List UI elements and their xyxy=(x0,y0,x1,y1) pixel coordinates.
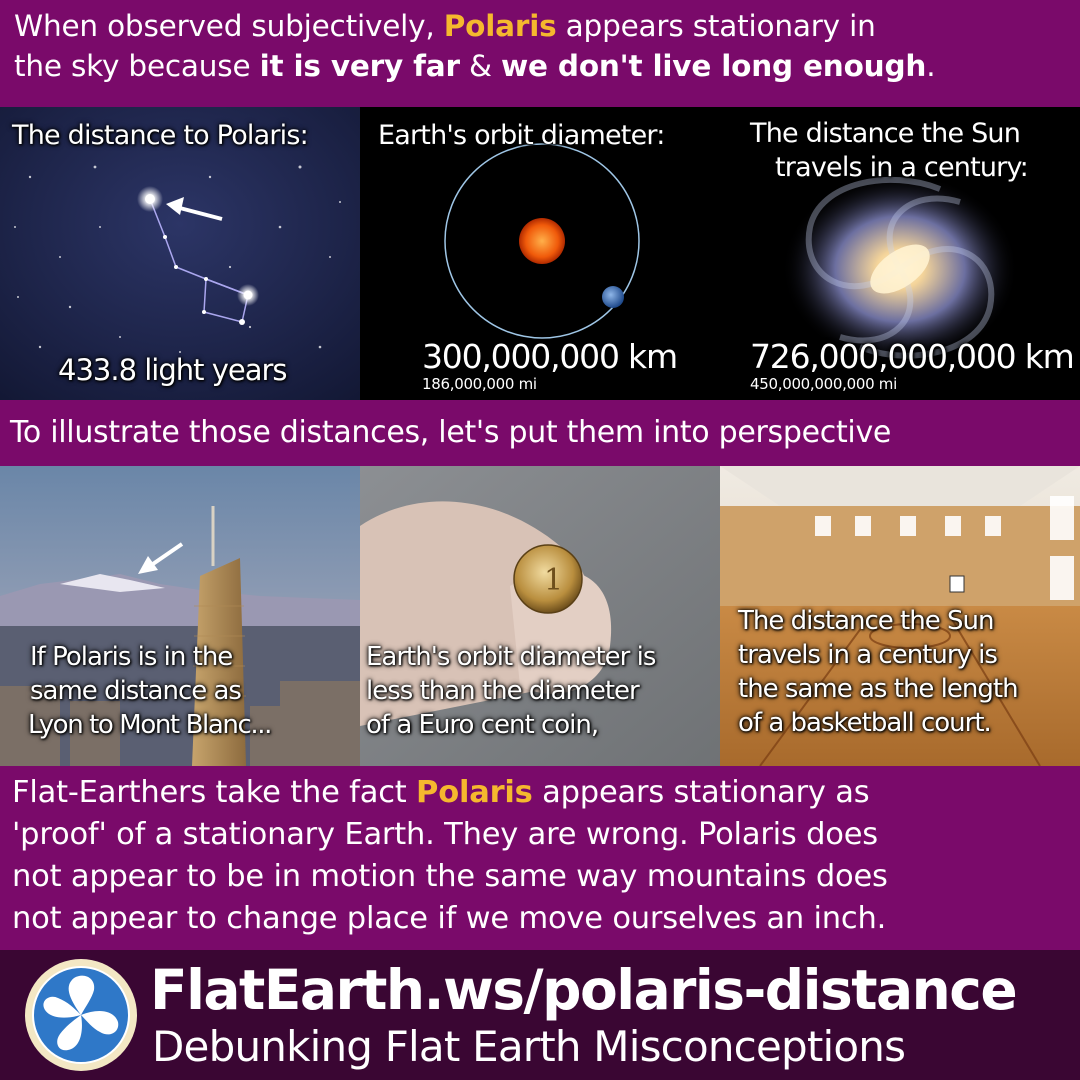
panel-polaris-distance: The distance to Polaris: 433.8 light yea… xyxy=(0,107,360,400)
conclusion-text: Flat-Earthers take the fact Polaris appe… xyxy=(0,766,1080,950)
caption-line-2: same distance as xyxy=(30,676,242,706)
panel-euro-cent: 1 Earth's orbit diameter is less than th… xyxy=(360,466,720,766)
tagline: Debunking Flat Earth Misconceptions xyxy=(152,1022,906,1071)
panel-title-line-1: The distance the Sun xyxy=(750,118,1021,149)
panel-sun-century: The distance the Sun travels in a centur… xyxy=(720,107,1080,400)
caption-line-3: the same as the length xyxy=(738,674,1019,704)
polaris-highlight: Polaris xyxy=(443,9,557,43)
caption-line-2: travels in a century is xyxy=(738,640,998,670)
galaxy-image xyxy=(720,107,1080,400)
orbit-km-value: 300,000,000 km xyxy=(422,337,678,376)
caption-line-1: Earth's orbit diameter is xyxy=(366,642,656,672)
earth-icon xyxy=(602,286,624,308)
polaris-highlight: Polaris xyxy=(416,775,533,810)
caption-line-2: less than the diameter xyxy=(366,676,640,706)
panel-basketball-court: The distance the Sun travels in a centur… xyxy=(720,466,1080,766)
coin-icon xyxy=(513,544,583,614)
panel-title: Earth's orbit diameter: xyxy=(378,120,665,151)
caption-line-3: of a Euro cent coin, xyxy=(366,710,599,740)
intro-line-1: When observed subjectively, Polaris appe… xyxy=(14,9,876,43)
site-url[interactable]: FlatEarth.ws/polaris-distance xyxy=(150,958,1018,1022)
sun-mi-value: 450,000,000,000 mi xyxy=(750,375,897,393)
sun-km-value: 726,000,000,000 km xyxy=(750,337,1075,376)
svg-text:1: 1 xyxy=(544,563,563,598)
panel-title: The distance to Polaris: xyxy=(12,120,309,151)
panel-earth-orbit: Earth's orbit diameter: 300,000,000 km 1… xyxy=(360,107,720,400)
panel-lyon-mont-blanc: If Polaris is in the same distance as Ly… xyxy=(0,466,360,766)
polaris-distance-value: 433.8 light years xyxy=(58,353,288,387)
conclusion-line-4: not appear to change place if we move ou… xyxy=(12,901,887,936)
perspective-heading: To illustrate those distances, let's put… xyxy=(0,400,1080,466)
conclusion-line-3: not appear to be in motion the same way … xyxy=(12,859,888,894)
flat-earth-logo-icon xyxy=(25,959,137,1071)
caption-line-1: The distance the Sun xyxy=(738,606,994,636)
coin-photo: 1 xyxy=(360,466,720,766)
conclusion-line-2: 'proof' of a stationary Earth. They are … xyxy=(12,817,878,852)
orbit-mi-value: 186,000,000 mi xyxy=(422,375,537,393)
court-photo xyxy=(720,466,1080,766)
orbit-image xyxy=(360,107,720,400)
intro-text: When observed subjectively, Polaris appe… xyxy=(0,0,1080,107)
caption-line-4: of a basketball court. xyxy=(738,708,992,738)
intro-line-2: the sky because it is very far & we don'… xyxy=(14,49,936,83)
caption-line-3: Lyon to Mont Blanc... xyxy=(28,710,272,740)
conclusion-line-1: Flat-Earthers take the fact Polaris appe… xyxy=(12,775,870,810)
arrow-icon xyxy=(138,542,184,574)
night-sky-image xyxy=(0,107,360,400)
emphasis-far: it is very far xyxy=(259,49,460,83)
caption-line-1: If Polaris is in the xyxy=(30,642,233,672)
city-photo xyxy=(0,466,360,766)
sun-icon xyxy=(519,218,565,264)
arrow-icon xyxy=(166,197,223,221)
panel-title-line-2: travels in a century: xyxy=(775,152,1029,183)
emphasis-lifetime: we don't live long enough xyxy=(500,49,927,83)
footer: FlatEarth.ws/polaris-distance Debunking … xyxy=(0,950,1080,1080)
